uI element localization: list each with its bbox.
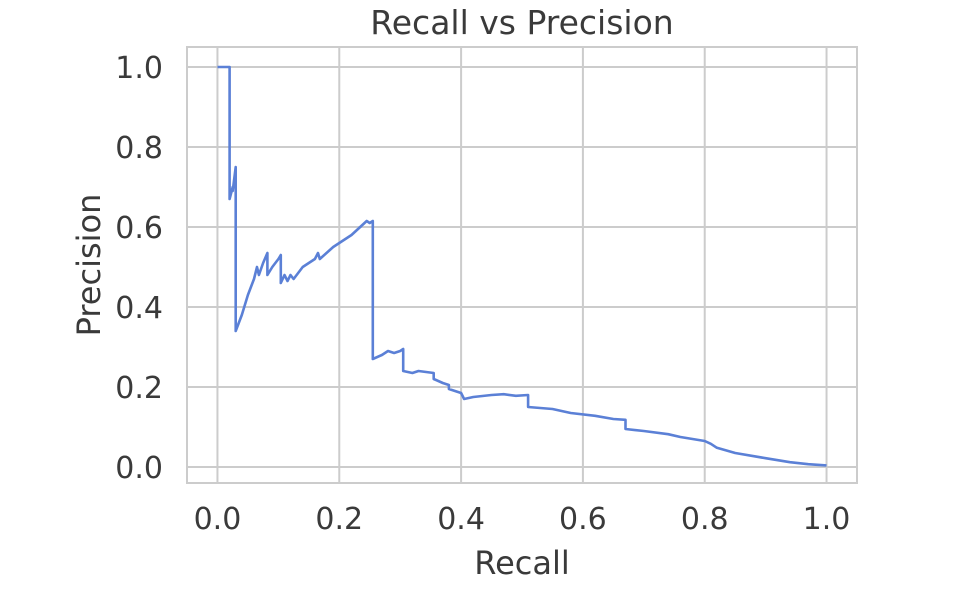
x-tick-labels: 0.0 0.2 0.4 0.6 0.8 1.0 xyxy=(194,502,851,537)
x-tick-label: 0.2 xyxy=(315,502,363,537)
y-tick-label: 0.4 xyxy=(115,291,163,326)
chart-title: Recall vs Precision xyxy=(370,3,673,42)
x-tick-label: 0.4 xyxy=(437,502,485,537)
y-tick-label: 1.0 xyxy=(115,51,163,86)
y-tick-labels: 0.0 0.2 0.4 0.6 0.8 1.0 xyxy=(115,51,163,486)
x-axis-title: Recall xyxy=(474,544,569,582)
y-axis-title: Precision xyxy=(70,194,108,337)
precision-recall-curve xyxy=(217,65,827,467)
x-tick-label: 0.6 xyxy=(559,502,607,537)
y-tick-label: 0.8 xyxy=(115,131,163,166)
x-tick-label: 1.0 xyxy=(803,502,851,537)
plot-frame xyxy=(186,46,858,484)
plot-area xyxy=(186,46,858,484)
y-tick-label: 0.2 xyxy=(115,371,163,406)
x-tick-label: 0.8 xyxy=(681,502,729,537)
grid-lines xyxy=(187,47,857,483)
y-tick-label: 0.6 xyxy=(115,211,163,246)
y-tick-label: 0.0 xyxy=(115,451,163,486)
x-tick-label: 0.0 xyxy=(194,502,242,537)
